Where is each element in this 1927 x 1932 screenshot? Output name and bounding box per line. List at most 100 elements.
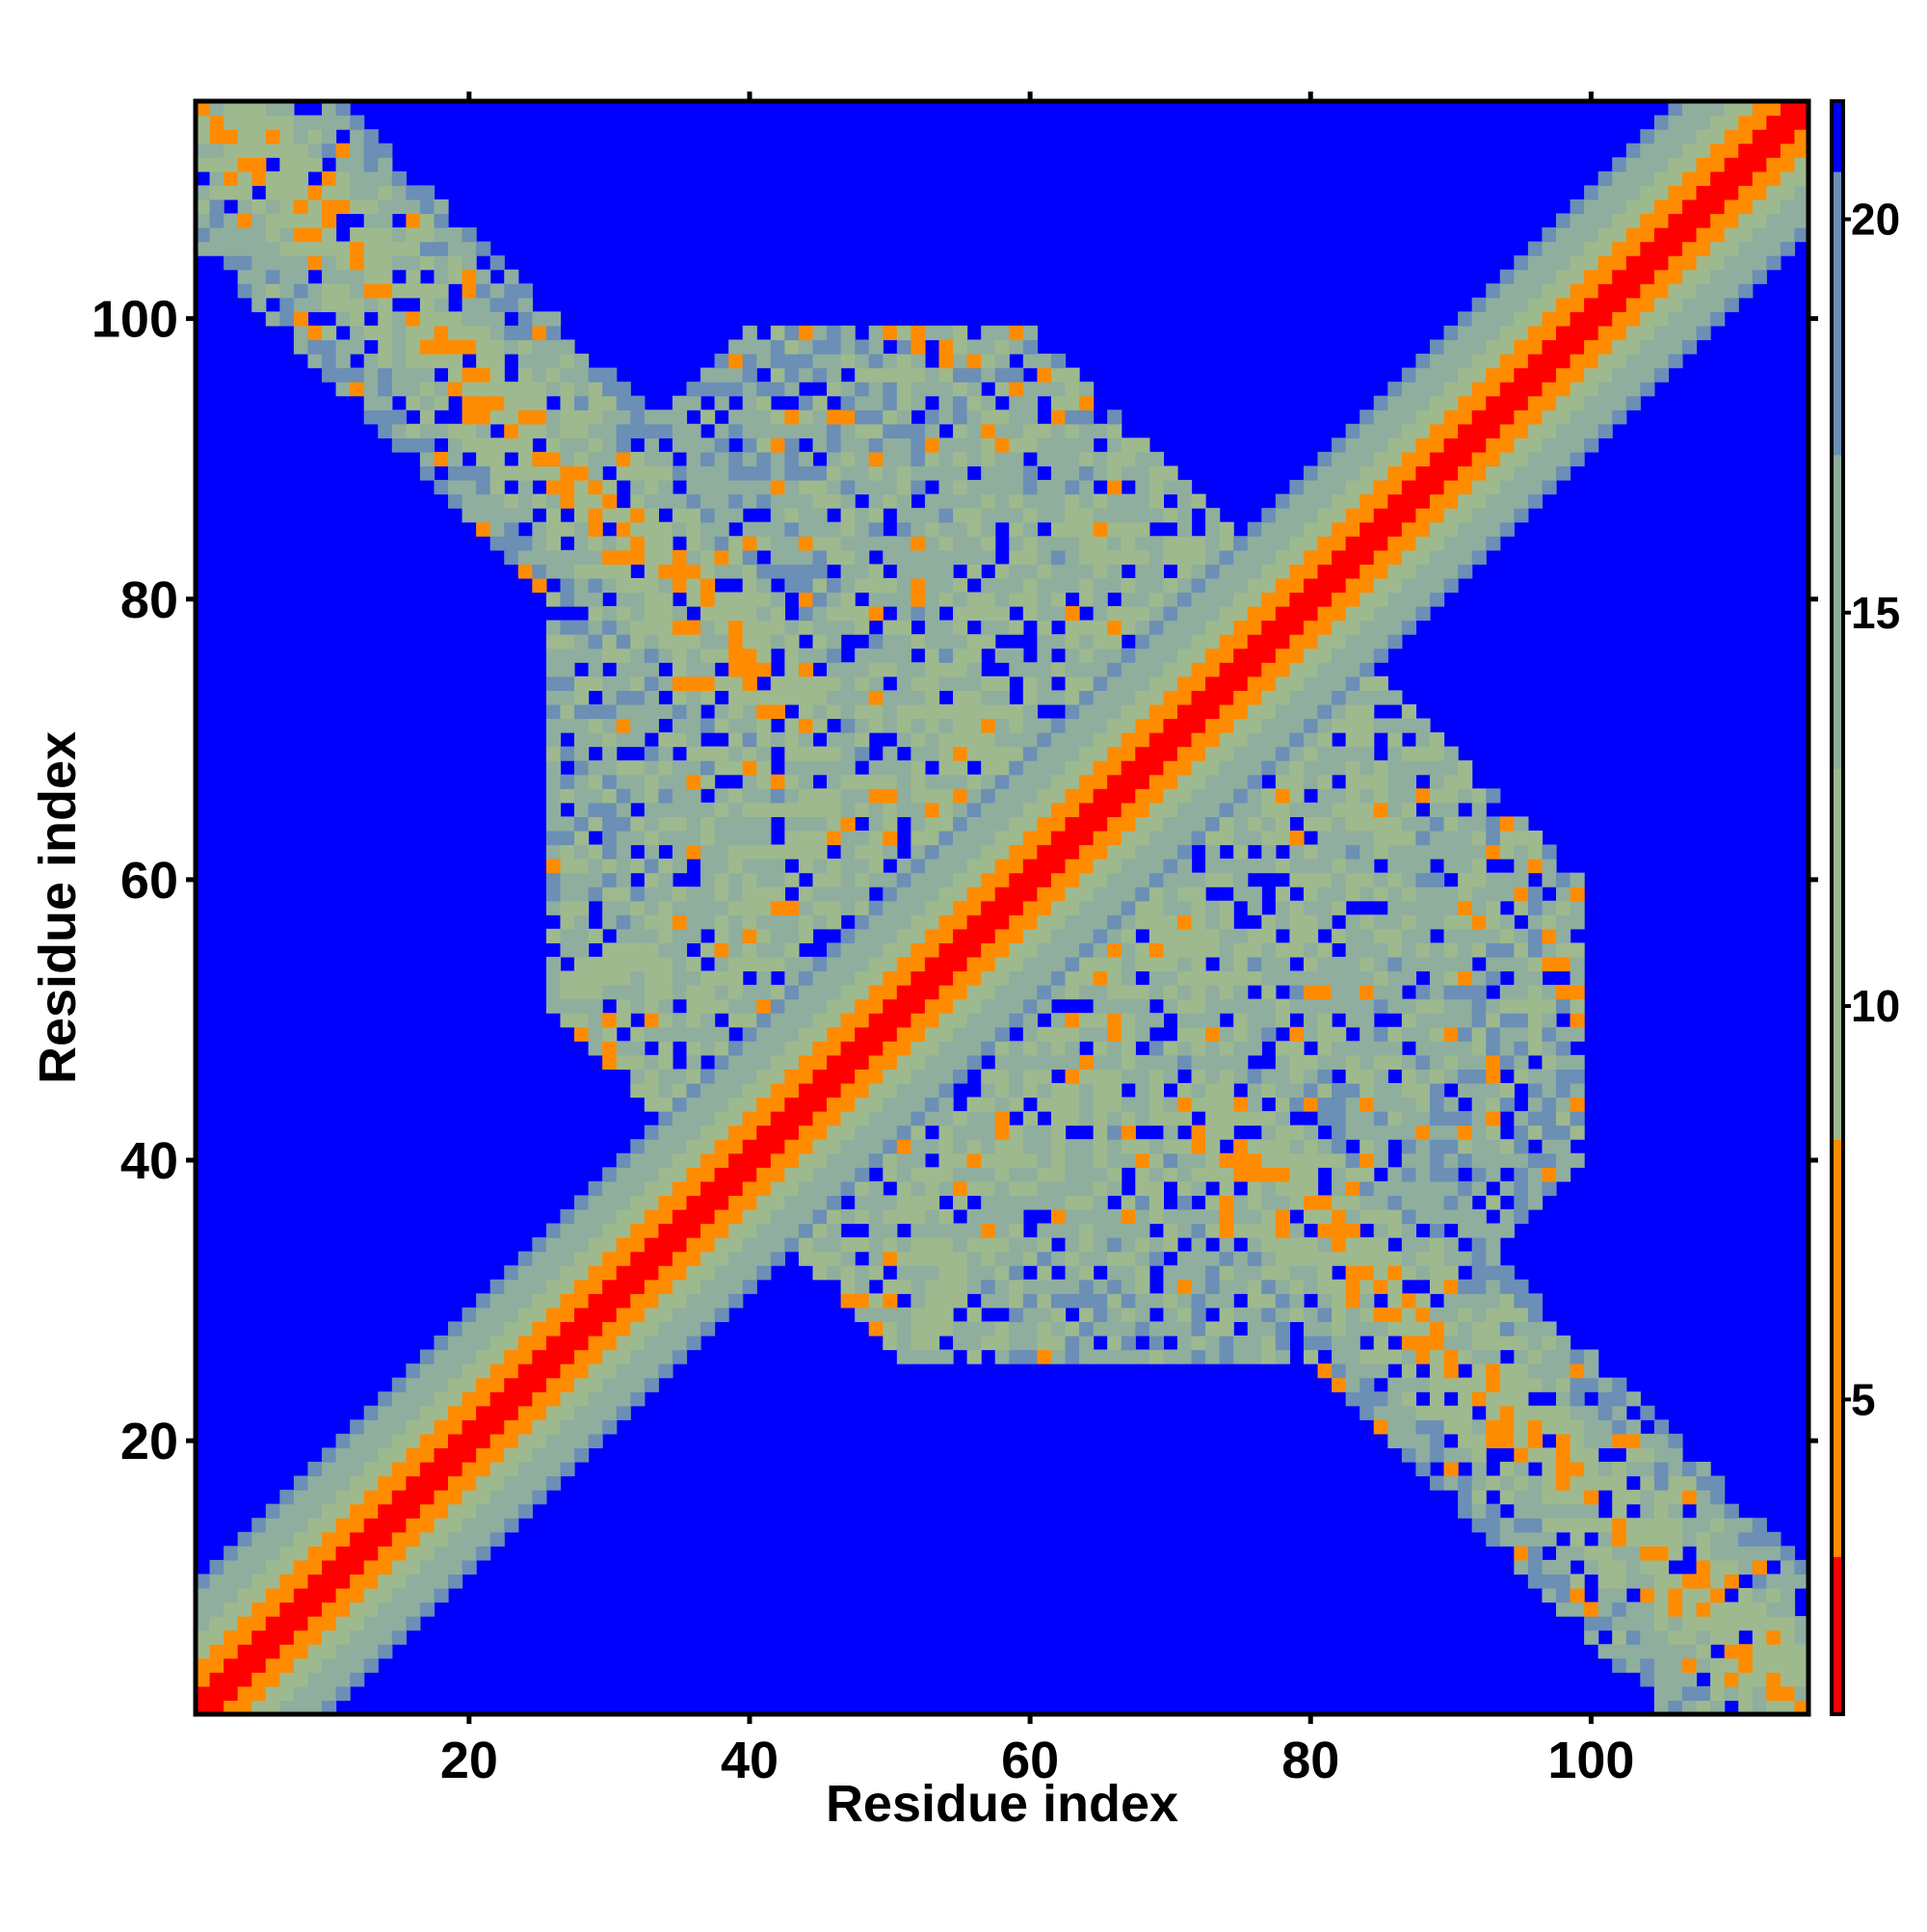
heatmap-cell bbox=[574, 816, 590, 832]
heatmap-cell bbox=[322, 115, 337, 130]
heatmap-cell bbox=[363, 185, 379, 200]
heatmap-cell bbox=[855, 1152, 870, 1168]
heatmap-cell bbox=[1443, 1363, 1459, 1379]
heatmap-cell bbox=[1205, 1041, 1221, 1056]
heatmap-cell bbox=[644, 887, 659, 902]
heatmap-cell bbox=[812, 985, 828, 1000]
heatmap-cell bbox=[1009, 549, 1024, 565]
heatmap-cell bbox=[307, 1700, 323, 1715]
heatmap-cell bbox=[363, 1616, 379, 1631]
heatmap-cell bbox=[714, 956, 729, 972]
heatmap-cell bbox=[1233, 549, 1249, 565]
heatmap-cell bbox=[251, 227, 267, 243]
heatmap-cell bbox=[279, 227, 295, 243]
heatmap-cell bbox=[476, 325, 491, 341]
heatmap-cell bbox=[798, 760, 814, 776]
heatmap-cell bbox=[686, 1223, 701, 1238]
heatmap-cell bbox=[840, 480, 856, 495]
heatmap-cell bbox=[1458, 1152, 1473, 1168]
heatmap-cell bbox=[1093, 1223, 1108, 1238]
heatmap-cell bbox=[1443, 1251, 1459, 1266]
heatmap-cell bbox=[1135, 675, 1150, 691]
heatmap-cell bbox=[1317, 1097, 1333, 1112]
heatmap-cell bbox=[1247, 942, 1262, 958]
heatmap-cell bbox=[616, 423, 631, 438]
heatmap-cell bbox=[545, 592, 562, 607]
heatmap-cell bbox=[462, 367, 477, 383]
heatmap-cell bbox=[1148, 914, 1164, 930]
heatmap-cell bbox=[1093, 1180, 1108, 1197]
heatmap-cell bbox=[672, 1026, 688, 1042]
heatmap-cell bbox=[1148, 872, 1164, 887]
heatmap-cell bbox=[1359, 577, 1375, 594]
heatmap-cell bbox=[489, 311, 505, 327]
heatmap-cell bbox=[1022, 956, 1038, 972]
heatmap-cell bbox=[1332, 1082, 1347, 1098]
heatmap-cell bbox=[391, 1601, 407, 1617]
heatmap-cell bbox=[363, 269, 379, 284]
heatmap-cell bbox=[1219, 564, 1234, 579]
heatmap-cell bbox=[1415, 985, 1431, 1000]
heatmap-cell bbox=[1345, 1167, 1360, 1182]
heatmap-cell bbox=[981, 985, 996, 1000]
heatmap-cell bbox=[1373, 1349, 1388, 1364]
heatmap-cell bbox=[335, 269, 351, 284]
heatmap-cell bbox=[1458, 1321, 1473, 1337]
heatmap-cell bbox=[672, 423, 688, 438]
heatmap-cell bbox=[1148, 774, 1164, 789]
heatmap-cell bbox=[1261, 1223, 1277, 1238]
heatmap-cell bbox=[602, 1391, 618, 1407]
heatmap-cell bbox=[1176, 1223, 1193, 1238]
heatmap-cell bbox=[1345, 1082, 1360, 1098]
heatmap-cell bbox=[840, 928, 856, 943]
heatmap-cell bbox=[1022, 746, 1038, 761]
heatmap-cell bbox=[419, 410, 436, 425]
heatmap-cell bbox=[1022, 564, 1038, 579]
heatmap-cell bbox=[770, 1208, 785, 1225]
heatmap-cell bbox=[784, 437, 800, 453]
heatmap-cell bbox=[630, 508, 646, 523]
heatmap-cell bbox=[644, 1152, 659, 1168]
heatmap-cell bbox=[756, 451, 772, 467]
heatmap-cell bbox=[700, 675, 716, 691]
heatmap-cell bbox=[1176, 1265, 1193, 1281]
heatmap-cell bbox=[434, 1335, 449, 1351]
heatmap-cell bbox=[307, 255, 323, 271]
heatmap-cell bbox=[350, 1559, 365, 1575]
heatmap-cell bbox=[265, 1574, 280, 1589]
heatmap-cell bbox=[1148, 508, 1164, 523]
heatmap-cell bbox=[1009, 410, 1024, 425]
heatmap-cell bbox=[672, 816, 688, 832]
heatmap-cell bbox=[1121, 675, 1136, 691]
heatmap-cell bbox=[1009, 1223, 1024, 1238]
heatmap-cell bbox=[602, 690, 618, 705]
heatmap-cell bbox=[1135, 859, 1150, 874]
heatmap-cell bbox=[476, 1293, 491, 1309]
heatmap-cell bbox=[574, 718, 590, 733]
heatmap-cell bbox=[1037, 914, 1052, 930]
heatmap-cell bbox=[545, 1461, 562, 1477]
heatmap-cell bbox=[1065, 382, 1080, 397]
heatmap-cell bbox=[1429, 1082, 1445, 1098]
heatmap-cell bbox=[1065, 900, 1080, 915]
heatmap-cell bbox=[840, 395, 856, 410]
heatmap-cell bbox=[840, 732, 856, 748]
heatmap-cell bbox=[1275, 1251, 1291, 1266]
heatmap-cell bbox=[994, 1111, 1010, 1126]
heatmap-cell bbox=[686, 732, 701, 748]
heatmap-cell bbox=[209, 1700, 224, 1715]
heatmap-cell bbox=[770, 859, 785, 874]
heatmap-cell bbox=[574, 998, 590, 1014]
heatmap-cell bbox=[1219, 1111, 1234, 1126]
heatmap-cell bbox=[966, 339, 982, 355]
heatmap-cell bbox=[574, 1405, 590, 1420]
heatmap-cell bbox=[1121, 746, 1136, 761]
heatmap-cell bbox=[489, 1391, 505, 1407]
heatmap-cell bbox=[1009, 1069, 1024, 1084]
heatmap-cell bbox=[1093, 549, 1108, 565]
heatmap-cell bbox=[658, 493, 673, 509]
heatmap-cell bbox=[560, 634, 575, 649]
heatmap-cell bbox=[616, 816, 631, 832]
heatmap-cell bbox=[1289, 802, 1305, 817]
heatmap-cell bbox=[209, 129, 224, 145]
